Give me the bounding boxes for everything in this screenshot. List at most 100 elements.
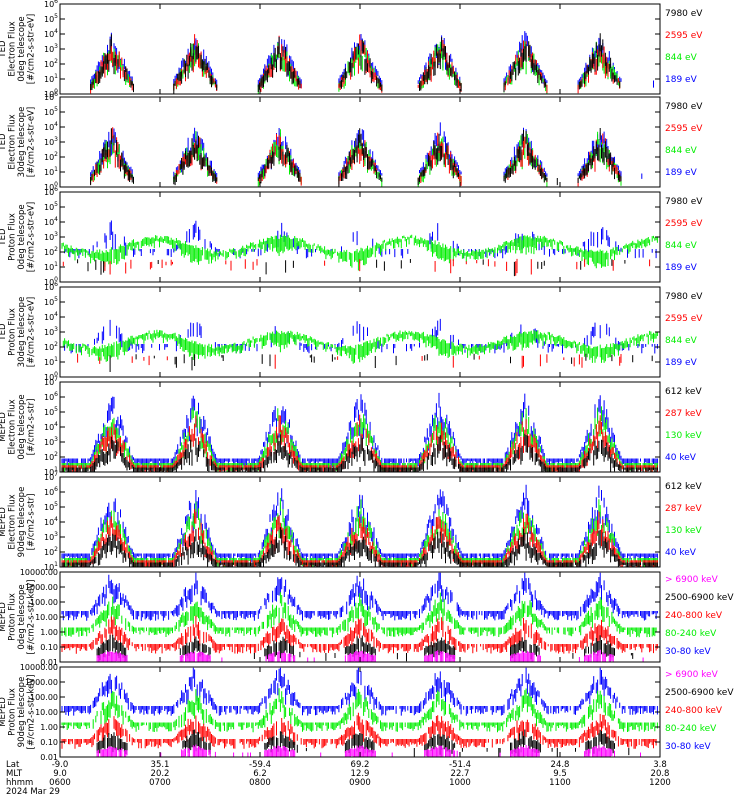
legend-entry: 40 keV: [665, 548, 697, 558]
series-7980-ev: [109, 353, 653, 372]
series-844-ev: [90, 41, 621, 94]
y-tick-label: 103: [44, 231, 58, 242]
y-axis-label: MEPEDElectron Flux0deg telescope[#/cm2-s…: [0, 394, 36, 459]
y-tick-label: 106: [44, 486, 58, 497]
x-tick-label-lat: 3.8: [653, 760, 667, 770]
legend-entry: 844 eV: [665, 336, 698, 346]
series-2500-6900-kev: [96, 634, 634, 662]
x-tick-label-hhmm: 0600: [49, 778, 71, 788]
legend-entry: 240-800 keV: [665, 706, 723, 716]
y-tick-label: 104: [44, 216, 58, 227]
series-2595-ev: [90, 34, 621, 94]
panel-2: 100 101 102 103 104 105 106 TEDElectron Flux30d…: [0, 91, 703, 192]
x-tick-label-hhmm: 1100: [549, 778, 571, 788]
series-30-80-kev: [61, 667, 658, 716]
panel-8: 0.01 0.10 1.00 10.00 100.00 1000.00 10000.00 ME…: [0, 663, 734, 762]
legend-entry: 7980 eV: [665, 102, 703, 112]
y-tick-label: 105: [44, 296, 58, 307]
x-row-label: hhmm: [6, 778, 33, 788]
x-row-label: Lat: [6, 760, 20, 770]
series-7980-ev: [90, 128, 622, 187]
legend-entry: 189 eV: [665, 168, 698, 178]
y-tick-label: 1.00: [40, 723, 58, 732]
y-tick-label: 107: [44, 376, 58, 387]
y-tick-label: 100: [44, 88, 58, 99]
y-tick-label: 107: [44, 471, 58, 482]
legend-entry: 2595 eV: [665, 314, 703, 324]
panel-7: 0.01 0.10 1.00 10.00 100.00 1000.00 10000.00 ME…: [0, 568, 734, 667]
legend-entry: 240-800 keV: [665, 611, 723, 621]
legend-entry: 2595 eV: [665, 31, 703, 41]
legend-entry: 844 eV: [665, 241, 698, 251]
legend-entry: 30-80 keV: [665, 647, 711, 657]
y-tick-label: 101: [44, 73, 58, 84]
y-tick-label: 103: [44, 43, 58, 54]
legend-entry: 189 eV: [665, 75, 698, 85]
y-tick-label: 100.00: [30, 693, 58, 702]
x-tick-label-mlt: 9.0: [53, 769, 67, 779]
x-tick-label-lat: 24.8: [551, 760, 570, 770]
legend-entry: 80-240 keV: [665, 724, 717, 734]
legend-entry: 287 keV: [665, 504, 702, 514]
y-tick-label: 100.00: [30, 598, 58, 607]
y-tick-label: 102: [44, 546, 58, 557]
y-axis-label: MEPEDProton Flux0deg telescope[#/cm2-s-s…: [0, 580, 36, 655]
y-tick-label: 101: [44, 466, 58, 477]
legend-entry: > 6900 keV: [665, 575, 719, 585]
y-tick-label: 101: [44, 166, 58, 177]
series-80-240-kev: [61, 688, 658, 733]
series-844-ev: [61, 234, 658, 271]
y-axis-label: MEPEDProton Flux90deg telescope[#/cm2-s-…: [0, 675, 36, 750]
legend-entry: 189 eV: [665, 358, 698, 368]
y-tick-label: 102: [44, 151, 58, 162]
y-tick-label: 102: [44, 451, 58, 462]
legend-entry: 7980 eV: [665, 292, 703, 302]
y-tick-label: 102: [44, 246, 58, 257]
series-80-240-kev: [61, 592, 657, 638]
series-189-ev: [90, 31, 654, 90]
y-tick-label: 101: [44, 356, 58, 367]
legend-entry: 130 keV: [665, 431, 702, 441]
panel-3: 100 101 102 103 104 105 106 TEDProton Flux0deg …: [0, 186, 703, 287]
series-612-kev: [61, 527, 658, 567]
y-axis-label: TEDProton Flux0deg telescope[#/cm2-s-str…: [0, 202, 36, 272]
x-tick-label-mlt: 20.2: [151, 769, 170, 779]
y-tick-label: 105: [44, 201, 58, 212]
x-row-label: MLT: [6, 769, 23, 779]
y-axis-label: MEPEDElectron Flux90deg telescope[#/cm2-…: [0, 487, 36, 558]
legend-entry: 130 keV: [665, 526, 702, 536]
y-tick-label: 105: [44, 13, 58, 24]
series-7980-ev: [90, 33, 621, 94]
y-tick-label: 1000.00: [25, 583, 58, 592]
series-844-ev: [62, 329, 658, 364]
series-240-800-kev: [61, 615, 658, 654]
legend-entry: 844 eV: [665, 53, 698, 63]
y-tick-label: 104: [44, 516, 58, 527]
legend-entry: 2595 eV: [665, 124, 703, 134]
legend-entry: 612 keV: [665, 387, 702, 397]
y-tick-label: 103: [44, 326, 58, 337]
legend-entry: 7980 eV: [665, 197, 703, 207]
legend-entry: 612 keV: [665, 482, 702, 492]
y-tick-label: 1.00: [40, 628, 58, 637]
panel-1: 100 101 102 103 104 105 106 TEDElectron Flux0de…: [0, 0, 703, 99]
panel-6: 101 102 103 104 105 106 107 MEPEDElectron Flux9…: [0, 471, 702, 572]
x-tick-label-lat: -59.4: [249, 760, 271, 770]
y-tick-label: 106: [44, 91, 58, 102]
series-2595-ev: [77, 353, 622, 369]
y-tick-label: 104: [44, 311, 58, 322]
x-tick-label-mlt: 12.9: [351, 769, 370, 779]
y-tick-label: 104: [44, 28, 58, 39]
y-tick-label: 0.10: [40, 643, 58, 652]
y-tick-label: 10000.00: [20, 663, 58, 672]
y-axis-label: TEDElectron Flux0deg telescope[#/cm2-s-s…: [0, 14, 36, 84]
y-tick-label: 0.01: [40, 753, 58, 762]
legend-entry: 189 eV: [665, 263, 698, 273]
y-tick-label: 104: [44, 421, 58, 432]
legend-entry: 2500-6900 keV: [665, 593, 734, 603]
x-tick-label-mlt: 9.5: [553, 769, 567, 779]
legend-entry: 7980 eV: [665, 9, 703, 19]
y-tick-label: 101: [44, 261, 58, 272]
